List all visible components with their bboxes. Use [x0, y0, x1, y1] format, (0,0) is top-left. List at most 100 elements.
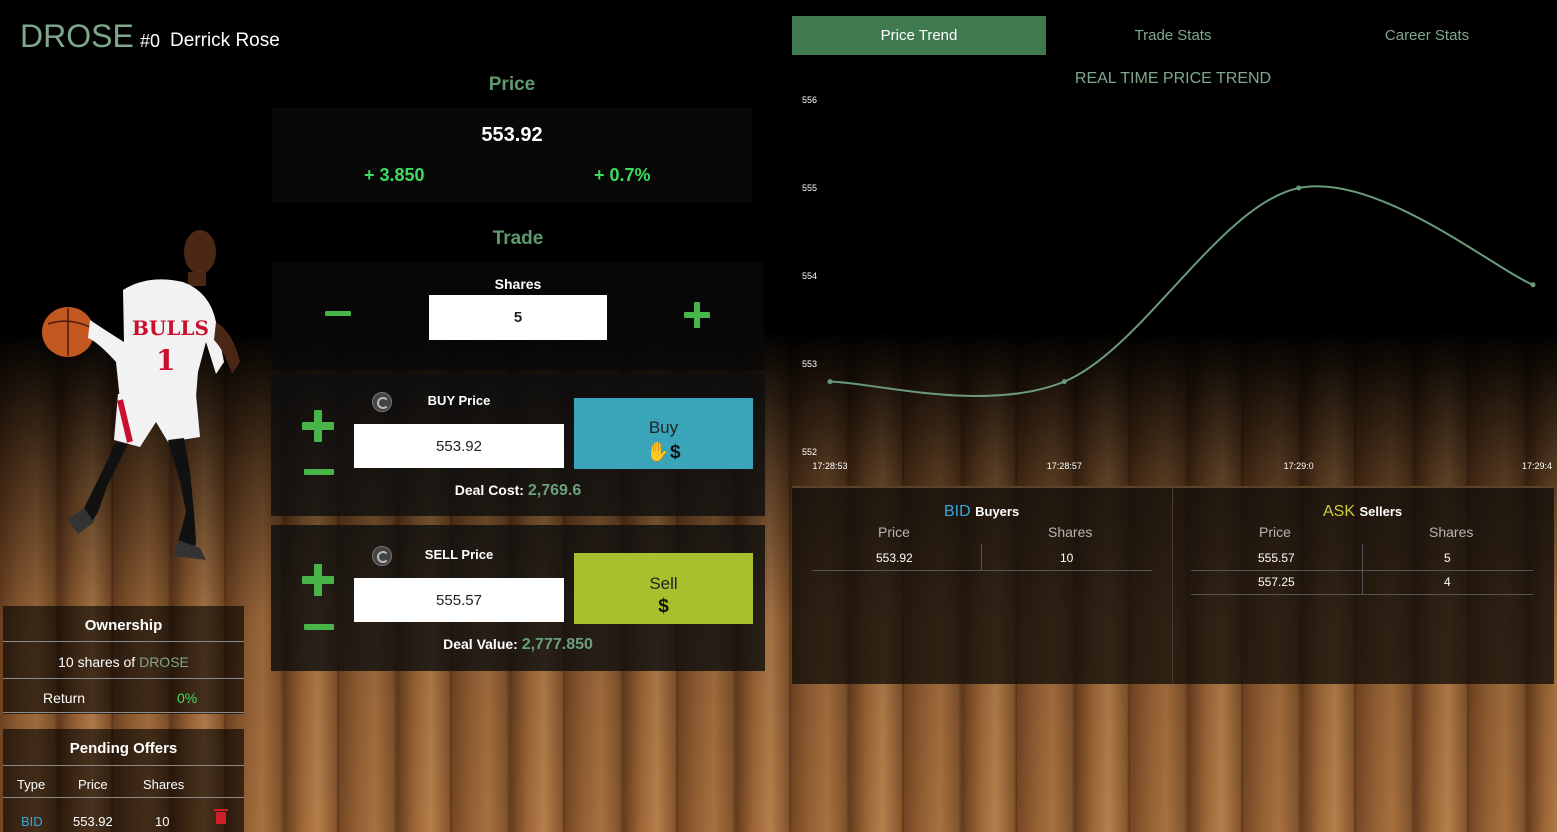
buy-price-decrement-button[interactable] [304, 469, 334, 475]
price-change-percent: + 0.7% [594, 165, 651, 185]
divider [1191, 594, 1533, 595]
y-tick-label: 553 [802, 359, 817, 369]
player-photo: BULLS 1 [42, 230, 240, 560]
tab-bar: Price Trend Trade Stats Career Stats [792, 16, 1554, 55]
ask-title-text: ASK [1323, 503, 1356, 520]
data-point [827, 379, 833, 385]
x-tick-label: 17:29:4 [1522, 461, 1552, 471]
divider [3, 712, 244, 713]
x-tick-label: 17:28:57 [1047, 461, 1082, 471]
buy-button[interactable]: Buy ✋$ [574, 398, 753, 469]
sell-price-increment-button[interactable] [302, 564, 334, 596]
buy-price-refresh-icon[interactable] [372, 392, 392, 412]
deal-value-label: Deal Value: [443, 636, 518, 652]
y-tick-label: 555 [802, 183, 817, 193]
sell-button[interactable]: Sell $ [574, 553, 753, 624]
divider [1362, 544, 1363, 594]
ask-row-price: 557.25 [1258, 575, 1295, 589]
price-trend-line [829, 185, 1534, 397]
price-trend-chart: 556 555 554 553 552 17:28:53 17:28:57 17:29:0 1… [802, 95, 1552, 471]
pending-header-price: Price [78, 777, 108, 792]
buy-price-label: BUY Price [427, 393, 491, 408]
svg-text:1: 1 [156, 344, 175, 377]
buy-panel: BUY Price Buy ✋$ Deal Cost: 2,769.6 [271, 374, 765, 516]
ask-header-price: Price [1259, 524, 1291, 540]
ownership-shares-text: 10 shares of [58, 654, 136, 670]
tab-price-trend[interactable]: Price Trend [792, 16, 1046, 55]
x-tick-label: 17:28:53 [812, 461, 847, 471]
trash-icon[interactable] [214, 809, 228, 824]
price-panel: 553.92 + 3.850 + 0.7% [272, 108, 752, 203]
order-book-panel: BID Buyers Price Shares 553.92 10 ASK Se… [792, 486, 1554, 684]
shares-decrement-button[interactable] [325, 311, 351, 316]
data-point [1530, 282, 1536, 288]
shares-label: Shares [494, 276, 542, 292]
ownership-ticker: DROSE [139, 654, 189, 670]
divider [3, 797, 244, 798]
y-tick-label: 552 [802, 447, 817, 457]
bid-row-shares: 10 [1060, 551, 1074, 565]
pending-offers-panel: Pending Offers Type Price Shares BID 553… [3, 729, 244, 832]
sell-price-decrement-button[interactable] [304, 624, 334, 630]
sell-panel: SELL Price Sell $ Deal Value: 2,777.850 [271, 525, 765, 671]
sell-price-label: SELL Price [424, 547, 494, 562]
deal-value: Deal Value: 2,777.850 [271, 636, 765, 654]
divider [1172, 488, 1173, 684]
pending-row-type: BID [21, 814, 43, 829]
jersey-number: #0 [140, 31, 161, 51]
data-point [1296, 185, 1302, 191]
deal-cost: Deal Cost: 2,769.6 [271, 482, 765, 500]
tab-trade-stats[interactable]: Trade Stats [1134, 27, 1212, 44]
bid-title: BID Buyers [944, 503, 1019, 521]
bid-title-text: BID [944, 503, 971, 520]
ownership-panel: Ownership 10 shares of DROSE Return 0% [3, 606, 244, 714]
ask-row-price: 555.57 [1258, 551, 1295, 565]
deal-value-amount: 2,777.850 [521, 636, 593, 653]
hand-money-icon: ✋$ [646, 441, 681, 463]
bid-header-price: Price [878, 524, 910, 540]
buy-button-label: Buy [648, 417, 679, 437]
ownership-title: Ownership [84, 617, 163, 634]
player-name: Derrick Rose [170, 30, 280, 51]
y-tick-label: 554 [802, 271, 817, 281]
divider [3, 641, 244, 642]
bid-row-price: 553.92 [876, 551, 913, 565]
sell-price-refresh-icon[interactable] [372, 546, 392, 566]
shares-increment-button[interactable] [684, 302, 710, 328]
hand-dollar-icon: $ [658, 595, 669, 617]
chart-title: REAL TIME PRICE TREND [1074, 70, 1272, 87]
player-ticker: DROSE [20, 18, 134, 54]
pending-offers-title: Pending Offers [69, 740, 178, 757]
bid-subtitle: Buyers [975, 504, 1020, 519]
divider [3, 765, 244, 766]
ask-subtitle: Sellers [1359, 504, 1403, 519]
trade-section-title: Trade [492, 228, 544, 249]
pending-header-type: Type [17, 777, 46, 792]
pending-row-shares: 10 [155, 814, 170, 829]
tab-career-stats[interactable]: Career Stats [1384, 27, 1470, 44]
data-point [1061, 379, 1067, 385]
price-section-title: Price [488, 74, 536, 95]
current-price: 553.92 [481, 124, 543, 146]
sell-price-input[interactable] [354, 578, 564, 622]
divider [3, 678, 244, 679]
bid-header-shares: Shares [1048, 524, 1093, 540]
deal-cost-label: Deal Cost: [454, 482, 524, 498]
ask-title: ASK Sellers [1323, 503, 1402, 521]
svg-text:BULLS: BULLS [132, 316, 209, 340]
shares-panel: Shares [272, 262, 764, 370]
pending-row-price: 553.92 [73, 814, 113, 829]
buy-price-input[interactable] [354, 424, 564, 468]
buy-price-increment-button[interactable] [302, 410, 334, 442]
pending-header-shares: Shares [143, 777, 185, 792]
shares-input[interactable] [429, 295, 607, 340]
y-tick-label: 556 [802, 95, 817, 105]
sell-button-label: Sell [649, 573, 678, 593]
price-change-absolute: + 3.850 [364, 165, 425, 185]
ask-row-shares: 5 [1444, 551, 1451, 565]
return-value: 0% [177, 690, 198, 706]
return-label: Return [43, 690, 86, 706]
deal-cost-value: 2,769.6 [527, 482, 582, 499]
divider [1191, 570, 1533, 571]
